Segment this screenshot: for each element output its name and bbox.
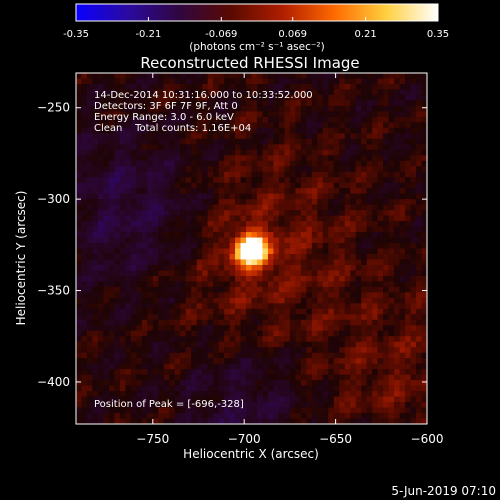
- colorbar-tick-label: -0.21: [135, 29, 161, 40]
- colorbar-tick-label: 0.069: [278, 29, 307, 40]
- plot-frame: [75, 72, 428, 425]
- y-tick-label: −400: [37, 375, 70, 389]
- peak-position-label: Position of Peak = [-696,-328]: [94, 399, 244, 410]
- colorbar-ticks: -0.35 -0.21 -0.069 0.069 0.21 0.35: [63, 17, 449, 40]
- colorbar: -0.35 -0.21 -0.069 0.069 0.21 0.35 (photons c…: [63, 3, 449, 53]
- colorbar-frame: [75, 3, 439, 22]
- y-tick-label: −250: [37, 101, 70, 115]
- y-tick-label: −300: [37, 192, 70, 206]
- x-tick-label: −700: [228, 432, 261, 446]
- axis-ticks: −750 −700 −650 −600 −250 −300 −350 −400: [37, 73, 443, 446]
- footer-date: 5-Jun-2019 07:10: [391, 484, 496, 498]
- x-tick-label: −750: [136, 432, 169, 446]
- colorbar-tick-label: 0.21: [354, 29, 376, 40]
- colorbar-unit-label: (photons cm⁻² s⁻¹ asec⁻²): [189, 41, 324, 53]
- x-axis-label: Heliocentric X (arcsec): [183, 447, 319, 461]
- chart-title: Reconstructed RHESSI Image: [140, 54, 359, 72]
- x-tick-label: −650: [319, 432, 352, 446]
- image-plot: −750 −700 −650 −600 −250 −300 −350 −400 14-Dec-…: [37, 72, 443, 446]
- annotation-counts: Clean Total counts: 1.16E+04: [94, 123, 251, 134]
- annotation-detectors: Detectors: 3F 6F 7F 9F, Att 0: [94, 101, 238, 112]
- annotation-time-range: 14-Dec-2014 10:31:16.000 to 10:33:52.000: [94, 90, 313, 101]
- annotation-block: 14-Dec-2014 10:31:16.000 to 10:33:52.000…: [94, 90, 313, 134]
- heatmap-image: [76, 73, 427, 424]
- y-tick-label: −350: [37, 284, 70, 298]
- y-axis-label: Heliocentric Y (arcsec): [14, 191, 28, 326]
- colorbar-tick-label: -0.069: [205, 29, 237, 40]
- x-tick-label: −600: [411, 432, 444, 446]
- colorbar-tick-label: -0.35: [63, 29, 89, 40]
- colorbar-gradient: [76, 4, 438, 21]
- colorbar-tick-label: 0.35: [427, 29, 449, 40]
- annotation-energy-range: Energy Range: 3.0 - 6.0 keV: [94, 112, 234, 123]
